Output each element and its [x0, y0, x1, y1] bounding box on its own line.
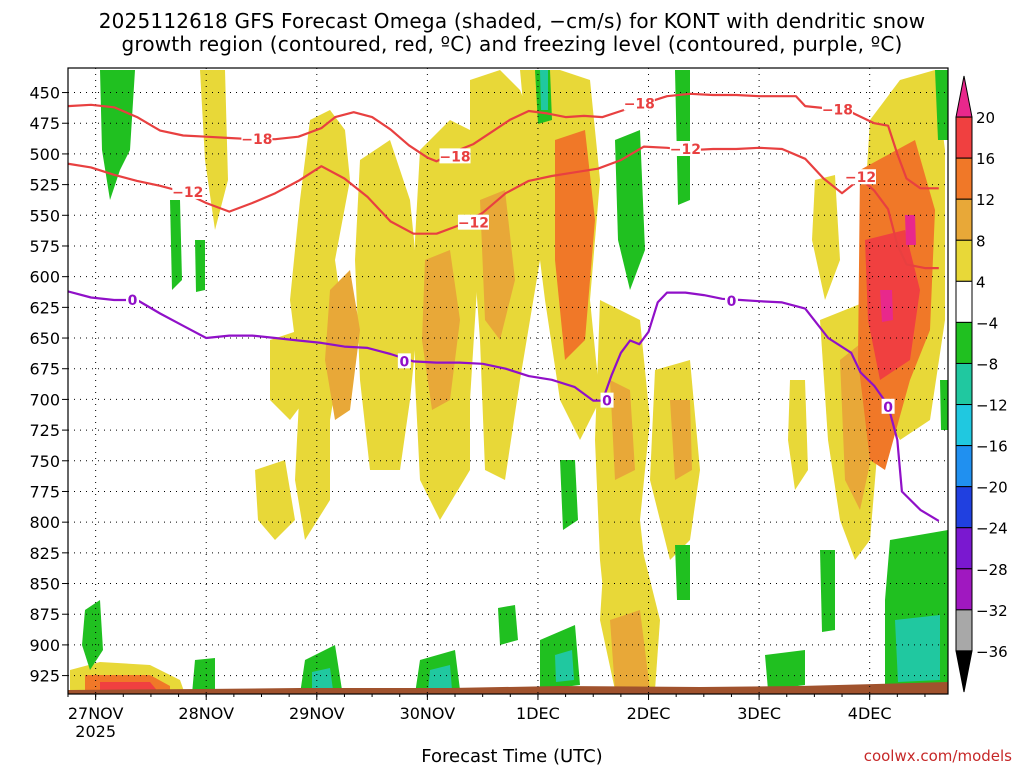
- contour-label-bg: [669, 141, 701, 157]
- x-tick-label: 28NOV: [178, 704, 234, 723]
- contour-label-bg: [623, 95, 655, 111]
- contour-label-bg: [457, 214, 489, 230]
- contour-label: 0: [128, 293, 138, 309]
- colorbar-legend: 20 16 12 8 4 −4 −8 −12 −16 −20 −24 −28 −32 −36: [955, 75, 1008, 693]
- colorbar-segment: [955, 321, 973, 364]
- y-tick-label: 575: [29, 237, 60, 256]
- colorbar-label: −20: [976, 479, 1008, 497]
- contour-label-bg: [881, 398, 895, 414]
- colorbar-label: −16: [976, 438, 1008, 456]
- omega-shading: [68, 70, 948, 694]
- x-tick-label: 27NOV: [68, 704, 124, 723]
- contour-label: −12: [172, 185, 203, 201]
- contour-label-bg: [397, 353, 411, 369]
- colorbar-label: 16: [976, 150, 995, 168]
- contour-label-bg: [172, 183, 204, 199]
- plot-frame: [67, 67, 949, 695]
- y-tick-label: 925: [29, 667, 60, 686]
- contour-labels: −18 −18 −18 −18 −12 −12 −12 −12 0 0 0 0 0: [126, 95, 895, 416]
- colorbar-segment: [955, 445, 973, 488]
- x-tick-label: 3DEC: [737, 704, 781, 723]
- colorbar-segment: [955, 239, 973, 282]
- colorbar-segment: [955, 362, 973, 406]
- y-tick-label: 650: [29, 329, 60, 348]
- contour-label-bg: [600, 392, 614, 408]
- contour-label: 0: [727, 294, 737, 310]
- y-axis: 450 475 500 525 550 575 600 625 650 675 700 725 750 7…: [29, 84, 68, 686]
- x-tick-label: 29NOV: [289, 704, 345, 723]
- contour-line: [68, 290, 940, 522]
- contour-label: −18: [241, 132, 272, 148]
- colorbar-segment: [955, 116, 973, 159]
- y-tick-label: 675: [29, 360, 60, 379]
- contour-label: −12: [458, 216, 489, 232]
- contour-line: [68, 92, 939, 190]
- contour-label: −18: [624, 97, 655, 113]
- colorbar-label: −32: [976, 602, 1008, 620]
- contour-label: −12: [670, 142, 701, 158]
- colorbar-bottom-arrow: [955, 650, 973, 693]
- contour-label-bg: [821, 101, 853, 117]
- colorbar-segment: [955, 198, 973, 241]
- y-tick-label: 450: [29, 84, 60, 103]
- colorbar-label: −24: [976, 520, 1008, 538]
- chart-title-line-1: 2025112618 GFS Forecast Omega (shaded, −…: [98, 9, 926, 33]
- y-tick-label: 750: [29, 452, 60, 471]
- x-tick-label: 2DEC: [627, 704, 671, 723]
- colorbar-top-arrow: [955, 75, 973, 118]
- contour-label: 0: [602, 394, 612, 410]
- x-axis-label: Forecast Time (UTC): [421, 746, 603, 767]
- colorbar-segment: [955, 527, 973, 570]
- contour-label-bg: [126, 291, 140, 307]
- y-tick-label: 700: [29, 390, 60, 409]
- contour-label: −12: [845, 170, 876, 186]
- y-tick-label: 500: [29, 145, 60, 164]
- y-tick-label: 800: [29, 513, 60, 532]
- y-tick-label: 600: [29, 268, 60, 287]
- y-tick-label: 625: [29, 298, 60, 317]
- colorbar-label: −8: [976, 355, 998, 373]
- colorbar-label: −36: [976, 643, 1008, 661]
- y-tick-label: 825: [29, 544, 60, 563]
- colorbar-label: 12: [976, 191, 995, 209]
- chart-title-line-2: growth region (contoured, red, ºC) and f…: [121, 32, 903, 56]
- contour-label: −18: [822, 103, 853, 119]
- y-tick-label: 525: [29, 176, 60, 195]
- y-tick-label: 875: [29, 605, 60, 624]
- colorbar-label: −4: [976, 314, 998, 332]
- contour-label: −18: [439, 149, 470, 165]
- colorbar-segment: [955, 280, 973, 323]
- colorbar-segment: [955, 404, 973, 447]
- credit-link[interactable]: coolwx.com/models: [863, 747, 1012, 765]
- y-tick-label: 900: [29, 636, 60, 655]
- x-tick-label: 30NOV: [400, 704, 456, 723]
- contour-label-bg: [439, 148, 471, 164]
- contour-label: 0: [883, 400, 893, 416]
- colorbar-label: 8: [976, 232, 986, 250]
- colorbar-segment: [955, 609, 973, 652]
- y-tick-label: 775: [29, 482, 60, 501]
- x-tick-label: 4DEC: [848, 704, 892, 723]
- colorbar-segment: [955, 157, 973, 200]
- contour-label-bg: [844, 169, 876, 185]
- y-tick-label: 550: [29, 206, 60, 225]
- colorbar-segment: [955, 486, 973, 529]
- x-tick-sublabel: 2025: [75, 722, 116, 741]
- colorbar-label: 20: [976, 109, 995, 127]
- contour-label-bg: [724, 293, 738, 309]
- contour-label-bg: [241, 131, 273, 147]
- contour-line: [68, 145, 939, 270]
- colorbar-label: −12: [976, 397, 1008, 415]
- x-tick-label: 1DEC: [516, 704, 560, 723]
- colorbar-segment: [955, 568, 973, 611]
- y-tick-label: 850: [29, 575, 60, 594]
- contour-label: 0: [399, 354, 409, 370]
- colorbar-label: −28: [976, 561, 1008, 579]
- y-tick-label: 725: [29, 421, 60, 440]
- temperature-contours: [68, 92, 940, 522]
- colorbar-label: 4: [976, 273, 986, 291]
- y-tick-label: 475: [29, 114, 60, 133]
